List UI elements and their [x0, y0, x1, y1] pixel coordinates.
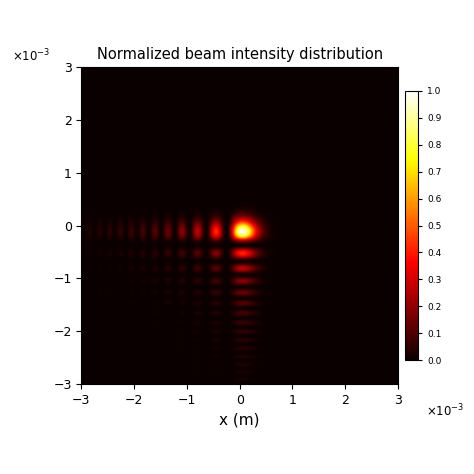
Title: Normalized beam intensity distribution: Normalized beam intensity distribution [97, 47, 383, 62]
X-axis label: x (m): x (m) [219, 412, 260, 427]
Text: $\times10^{-3}$: $\times10^{-3}$ [11, 47, 50, 64]
Text: $\times10^{-3}$: $\times10^{-3}$ [426, 403, 465, 419]
